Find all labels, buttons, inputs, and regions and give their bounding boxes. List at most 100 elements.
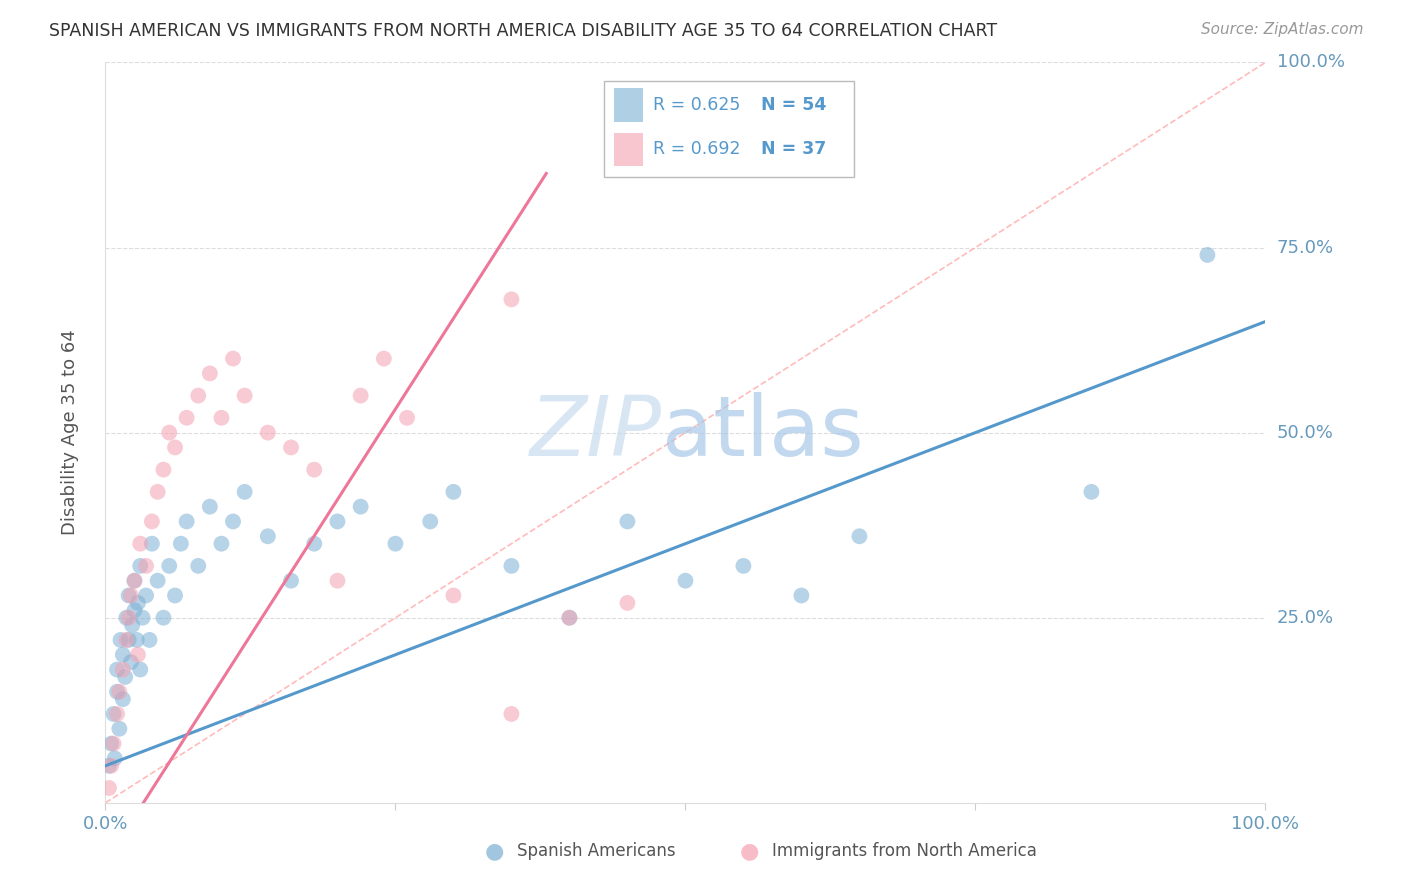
Point — [222, 515, 245, 529]
Point — [396, 410, 419, 425]
Point — [349, 500, 371, 514]
Point — [441, 589, 464, 603]
Point — [233, 388, 256, 402]
Point — [848, 529, 870, 543]
Text: 75.0%: 75.0% — [1277, 238, 1334, 257]
Text: Spanish Americans: Spanish Americans — [517, 842, 676, 860]
Point — [187, 558, 209, 573]
Point — [131, 610, 153, 624]
Point — [97, 780, 120, 795]
Point — [124, 603, 146, 617]
Point — [373, 351, 395, 366]
Point — [110, 632, 132, 647]
Point — [675, 92, 697, 106]
Point — [115, 632, 138, 647]
Text: ●: ● — [484, 841, 503, 861]
FancyBboxPatch shape — [613, 133, 643, 166]
Y-axis label: Disability Age 35 to 64: Disability Age 35 to 64 — [60, 330, 79, 535]
Point — [675, 574, 697, 588]
Text: ●: ● — [740, 841, 759, 861]
Point — [501, 558, 523, 573]
Text: N = 37: N = 37 — [761, 140, 827, 158]
Text: R = 0.625: R = 0.625 — [652, 95, 741, 113]
Text: N = 54: N = 54 — [761, 95, 827, 113]
Point — [108, 722, 131, 736]
Point — [280, 441, 302, 455]
Point — [125, 632, 148, 647]
Point — [118, 610, 141, 624]
Point — [304, 536, 326, 550]
Text: Immigrants from North America: Immigrants from North America — [772, 842, 1038, 860]
Point — [111, 692, 134, 706]
Point — [176, 515, 198, 529]
Point — [198, 367, 221, 381]
Point — [419, 515, 441, 529]
Point — [108, 685, 131, 699]
Point — [97, 758, 120, 772]
Point — [157, 558, 180, 573]
Point — [129, 536, 152, 550]
Point — [111, 663, 134, 677]
Point — [121, 618, 143, 632]
Point — [165, 589, 187, 603]
Point — [124, 574, 146, 588]
Point — [616, 596, 638, 610]
Point — [141, 536, 163, 550]
Point — [152, 610, 174, 624]
Text: 50.0%: 50.0% — [1277, 424, 1333, 442]
Point — [103, 737, 125, 751]
Point — [304, 462, 326, 476]
Point — [120, 589, 142, 603]
Text: ZIP: ZIP — [530, 392, 662, 473]
Point — [127, 648, 149, 662]
Point — [384, 536, 406, 550]
Point — [441, 484, 464, 499]
Point — [118, 632, 141, 647]
Point — [129, 558, 152, 573]
Point — [105, 685, 128, 699]
Point — [233, 484, 256, 499]
Text: 25.0%: 25.0% — [1277, 608, 1334, 627]
Point — [257, 425, 280, 440]
Point — [146, 574, 169, 588]
Point — [280, 574, 302, 588]
Point — [115, 610, 138, 624]
Point — [157, 425, 180, 440]
Point — [1080, 484, 1102, 499]
Point — [100, 737, 122, 751]
Point — [104, 751, 127, 765]
Point — [135, 558, 157, 573]
Point — [349, 388, 371, 402]
Text: SPANISH AMERICAN VS IMMIGRANTS FROM NORTH AMERICA DISABILITY AGE 35 TO 64 CORREL: SPANISH AMERICAN VS IMMIGRANTS FROM NORT… — [49, 22, 997, 40]
Point — [111, 648, 134, 662]
Point — [105, 706, 128, 721]
Point — [127, 596, 149, 610]
Point — [790, 589, 813, 603]
Point — [103, 706, 125, 721]
Point — [198, 500, 221, 514]
Point — [105, 663, 128, 677]
Point — [501, 706, 523, 721]
Point — [222, 351, 245, 366]
Point — [211, 410, 233, 425]
Point — [733, 558, 755, 573]
Point — [257, 529, 280, 543]
Point — [326, 574, 349, 588]
Point — [146, 484, 169, 499]
Point — [616, 515, 638, 529]
Point — [558, 610, 581, 624]
Point — [124, 574, 146, 588]
Point — [141, 515, 163, 529]
Point — [326, 515, 349, 529]
Point — [558, 610, 581, 624]
Text: Source: ZipAtlas.com: Source: ZipAtlas.com — [1201, 22, 1364, 37]
Point — [118, 589, 141, 603]
Text: 100.0%: 100.0% — [1277, 54, 1344, 71]
Point — [100, 758, 122, 772]
Point — [135, 589, 157, 603]
FancyBboxPatch shape — [605, 81, 853, 178]
Point — [176, 410, 198, 425]
Text: R = 0.692: R = 0.692 — [652, 140, 741, 158]
Point — [138, 632, 160, 647]
Point — [152, 462, 174, 476]
